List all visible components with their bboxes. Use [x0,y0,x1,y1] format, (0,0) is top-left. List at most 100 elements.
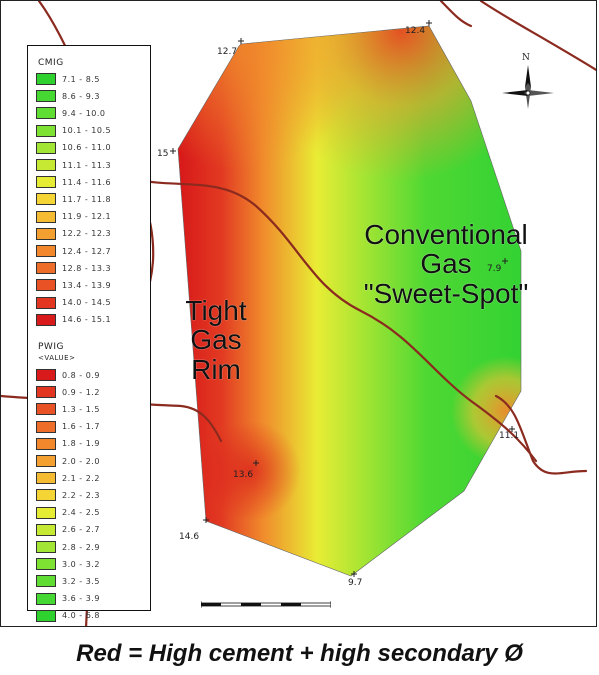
caption: Red = High cement + high secondary Ø [76,640,523,667]
legend-row: 4.0 - 6.8 [36,609,100,623]
legend-row: 14.0 - 14.5 [36,296,111,310]
legend-swatch [36,193,56,206]
legend-range: 2.6 - 2.7 [62,525,100,535]
north-label: N [522,53,530,63]
legend-row: 3.6 - 3.9 [36,592,100,606]
well-marker-11-1 [509,426,515,432]
legend-swatch [36,210,56,223]
legend-row: 14.6 - 15.1 [36,313,111,327]
well-marker-9-7 [351,571,357,577]
legend-range: 1.6 - 1.7 [62,422,100,432]
legend-swatch [36,73,56,85]
well-marker-15 [170,148,176,154]
legend-swatch [36,176,56,189]
legend-swatch [36,279,56,292]
well-label: 11.1 [499,431,520,441]
legend-row: 10.6 - 11.0 [36,141,111,155]
legend-range: 12.8 - 13.3 [62,263,112,273]
map-frame: 12.4 12.7 15 7.9 11.1 13.6 14.6 9.7 CMIG… [0,0,597,627]
legend-swatch [36,141,56,154]
well-label: 13.6 [233,470,254,480]
legend-swatch [36,107,56,120]
legend-swatch [36,262,56,275]
legend-range: 8.6 - 9.3 [62,91,100,101]
road-ne-short [439,1,473,28]
legend-swatch [36,159,56,171]
legend-row: 11.4 - 11.6 [36,175,111,189]
legend-range: 13.4 - 13.9 [62,280,112,290]
legend-swatch [36,313,56,326]
legend-row: 7.1 - 8.5 [36,72,100,86]
legend-range: 14.0 - 14.5 [62,298,112,308]
legend-row: 12.8 - 13.3 [36,261,111,275]
field-outline [177,25,522,577]
legend-swatch [36,420,56,433]
road-east [494,394,588,475]
legend-row: 2.1 - 2.2 [36,471,100,485]
legend-swatch [36,296,56,309]
well-markers [170,20,515,577]
legend-row: 0.8 - 0.9 [36,368,100,382]
well-label: 7.9 [487,264,502,274]
legend-range: 2.2 - 2.3 [62,490,100,500]
tight-gas-rim-line: Tight [185,295,247,326]
legend-swatch [36,541,56,553]
legend-row: 9.4 - 10.0 [36,106,106,120]
road-ne [479,1,596,72]
legend-swatch [36,386,56,399]
well-marker-12-7 [238,38,244,44]
well-label: 14.6 [179,532,200,542]
legend-row: 3.2 - 3.5 [36,574,100,588]
legend-swatch [36,124,56,137]
legend-swatch [36,90,56,103]
legend-range: 11.7 - 11.8 [62,194,112,204]
legend-title-pwig: PWIG [38,342,64,352]
conventional-gas-line: Gas [420,248,472,280]
legend-title-cmig: CMIG [38,58,64,68]
well-label: 12.4 [405,26,426,36]
scale-bar [200,597,332,608]
legend-row: 2.4 - 2.5 [36,506,100,520]
conventional-gas-line: "Sweet-Spot" [363,277,529,309]
legend-swatch [36,403,56,416]
legend-row: 2.8 - 2.9 [36,540,100,554]
legend-row: 12.2 - 12.3 [36,227,111,241]
legend-range: 2.4 - 2.5 [62,508,100,518]
legend-row: 0.9 - 1.2 [36,385,100,399]
conventional-gas-line: Conventional [364,219,528,250]
tight-gas-rim-label: Tight Gas Rim [161,295,271,385]
legend-range: 3.2 - 3.5 [62,576,100,586]
legend-swatch [36,575,56,588]
north-arrow-icon: N [498,53,558,117]
legend-swatch [36,437,56,450]
legend-range: 1.3 - 1.5 [62,404,100,414]
legend-swatch [36,369,56,381]
road-diagonal [129,177,538,463]
legend-swatch [36,245,56,257]
legend-range: 12.2 - 12.3 [62,229,112,239]
well-label: 12.7 [217,47,238,57]
legend-subtitle-value: <VALUE> [38,354,76,362]
legend-row: 3.0 - 3.2 [36,557,100,571]
legend-range: 3.0 - 3.2 [62,559,100,569]
gas-map [1,1,596,626]
legend-range: 12.4 - 12.7 [62,246,112,256]
legend-range: 3.6 - 3.9 [62,594,100,604]
legend-range: 0.8 - 0.9 [62,370,100,380]
legend-swatch [36,609,56,622]
legend-range: 2.0 - 2.0 [62,456,100,466]
legend-swatch [36,592,56,605]
legend-row: 11.9 - 12.1 [36,210,111,224]
contour-field [178,26,521,576]
legend-row: 11.7 - 11.8 [36,192,111,206]
legend-range: 2.1 - 2.2 [62,473,100,483]
well-label: 15 [157,149,169,159]
legend-range: 9.4 - 10.0 [62,108,106,118]
well-marker-14-6 [203,517,209,523]
legend-row: 8.6 - 9.3 [36,89,100,103]
legend-range: 10.1 - 10.5 [62,126,112,136]
well-marker-7-9 [502,258,508,264]
legend-row: 1.8 - 1.9 [36,437,100,451]
legend-row: 1.3 - 1.5 [36,402,100,416]
tight-gas-rim-line: Rim [191,353,241,385]
